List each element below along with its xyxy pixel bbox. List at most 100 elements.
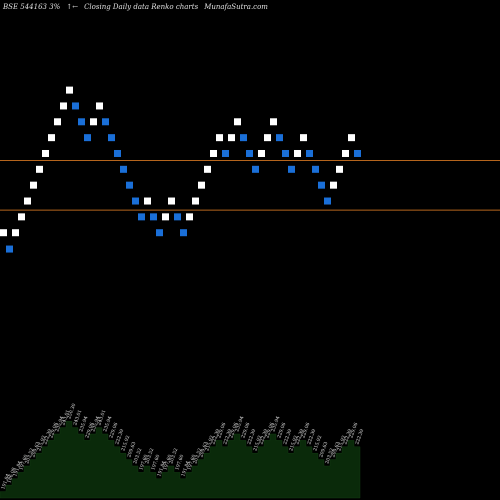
brick-close-label: 197.60 [150,454,161,471]
renko-brick-down [156,229,163,237]
renko-brick-up [216,134,223,142]
renko-brick-down [150,213,157,221]
brick-close-label: 222.39 [42,428,53,445]
renko-brick-up [348,134,355,142]
renko-brick-down [354,149,361,157]
renko-brick-down [288,165,295,173]
volume-area-shape [0,420,361,499]
brick-close-label: 209.63 [126,441,137,458]
brick-close-label: 215.92 [312,435,323,452]
renko-brick-up [18,213,25,221]
brick-close-label: 229.06 [348,422,359,439]
site-name: MunafaSutra.com [204,3,268,11]
brick-close-label: 191.84 [180,460,191,477]
brick-close-label: 203.52 [324,447,335,464]
brick-close-label: 203.52 [192,447,203,464]
brick-close-label: 203.52 [144,447,155,464]
brick-close-label: 243.01 [72,409,83,426]
renko-brick-up [168,197,175,205]
brick-close-label: 203.52 [168,447,179,464]
renko-brick-up [66,86,73,94]
renko-brick-up [96,102,103,110]
renko-brick-down [240,134,247,142]
renko-brick-up [0,229,7,237]
renko-brick-up [60,102,67,110]
renko-brick-down [174,213,181,221]
brick-close-label: 222.39 [354,428,365,445]
renko-brick-up [90,118,97,126]
renko-brick-up [270,118,277,126]
brick-close-label: 235.94 [102,415,113,432]
brick-close-label: 197.60 [186,454,197,471]
renko-brick-up [294,149,301,157]
renko-brick-up [144,197,151,205]
brick-close-label: 222.39 [210,428,221,445]
brick-close-label: 215.92 [204,435,215,452]
renko-brick-up [54,118,61,126]
brick-close-label: 235.94 [78,415,89,432]
renko-brick-down [84,134,91,142]
chart-description: Closing Daily data Renko charts [84,3,199,11]
brick-close-labels: 191.84186.08191.84197.60203.52209.63215.… [0,403,365,491]
renko-brick-up [30,181,37,189]
brick-close-label: 222.39 [222,428,233,445]
renko-brick-down [138,213,145,221]
brick-close-label: 203.52 [132,447,143,464]
renko-brick-up [336,165,343,173]
brick-close-label: 229.06 [264,422,275,439]
renko-brick-up [330,181,337,189]
renko-brick-up [36,165,43,173]
renko-brick-down [6,245,13,253]
brick-close-label: 229.06 [228,422,239,439]
brick-close-label: 235.94 [270,415,281,432]
brick-close-label: 191.84 [0,473,11,490]
brick-close-label: 186.08 [6,467,17,484]
renko-brick-down [312,165,319,173]
renko-brick-down [114,149,121,157]
brick-close-label: 229.06 [84,422,95,439]
renko-brick-up [198,181,205,189]
renko-brick-up [210,149,217,157]
renko-brick-up [342,149,349,157]
brick-close-label: 203.52 [24,447,35,464]
brick-close-label: 191.84 [12,460,23,477]
renko-brick-down [180,229,187,237]
brick-close-label: 215.92 [252,435,263,452]
renko-brick-up [12,229,19,237]
renko-brick-up [42,149,49,157]
brick-close-label: 229.06 [216,422,227,439]
brick-close-label: 229.06 [108,422,119,439]
renko-brick-up [24,197,31,205]
renko-brick-up [228,134,235,142]
renko-brick-up [162,213,169,221]
renko-brick-down [126,181,133,189]
brick-close-label: 222.39 [282,428,293,445]
renko-brick-down [318,181,325,189]
renko-brick-down [108,134,115,142]
brick-close-label: 250.30 [66,403,77,420]
brick-close-label: 209.63 [318,441,329,458]
chart-title: BSE 544163 3% ↑← Closing Daily data Renko … [3,3,274,11]
renko-brick-down [252,165,259,173]
brick-close-label: 222.39 [306,428,317,445]
renko-brick-down [324,197,331,205]
renko-brick-down [102,118,109,126]
brick-close-label: 235.94 [234,415,245,432]
renko-brick-up [234,118,241,126]
brick-close-label: 197.60 [18,454,29,471]
renko-brick-up [300,134,307,142]
renko-brick-up [192,197,199,205]
renko-bricks [0,86,361,253]
renko-brick-down [72,102,79,110]
brick-close-label: 197.60 [174,454,185,471]
brick-close-label: 191.84 [156,460,167,477]
brick-close-label: 222.39 [342,428,353,445]
renko-brick-up [48,134,55,142]
renko-brick-down [222,149,229,157]
brick-close-label: 215.92 [36,435,47,452]
renko-brick-up [204,165,211,173]
brick-close-label: 209.63 [198,441,209,458]
renko-brick-up [186,213,193,221]
brick-close-label: 215.92 [120,435,131,452]
